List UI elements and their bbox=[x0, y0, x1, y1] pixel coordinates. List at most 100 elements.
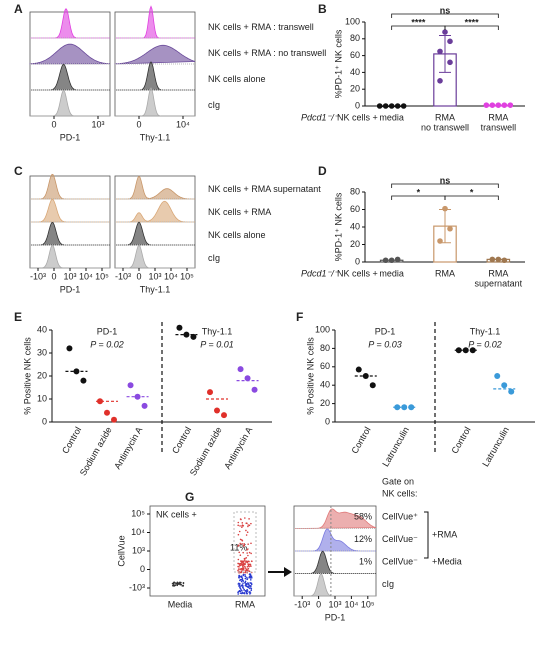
scatter-dot bbox=[246, 561, 249, 564]
histogram-curve bbox=[294, 550, 376, 574]
scatter-dot bbox=[243, 562, 245, 565]
scatter-dot bbox=[249, 574, 252, 576]
row-label: cIg bbox=[382, 579, 394, 589]
data-point bbox=[376, 103, 383, 109]
x-tick-label: 0 bbox=[136, 119, 141, 129]
x-tick-label: RMA bbox=[488, 112, 508, 122]
data-point bbox=[437, 78, 443, 84]
scatter-dot bbox=[250, 542, 252, 545]
group-title: Thy-1.1 bbox=[202, 326, 233, 336]
y-tick-label: 100 bbox=[315, 324, 330, 334]
histogram-curve bbox=[30, 244, 110, 269]
x-tick-label: 10³ bbox=[148, 271, 161, 281]
y-tick-label: 40 bbox=[350, 221, 360, 231]
scatter-dot bbox=[245, 534, 248, 536]
histogram-curve bbox=[30, 173, 110, 200]
scatter-dot bbox=[237, 524, 239, 527]
scatter-dot bbox=[239, 538, 242, 541]
x-tick-label: 10³ bbox=[91, 119, 104, 129]
x-tick-label: Sodium azide bbox=[188, 425, 224, 477]
scatter-dot bbox=[248, 518, 250, 520]
y-tick-label: 60 bbox=[350, 204, 360, 214]
row-label: CellVue⁺ bbox=[382, 512, 418, 522]
x-axis-label: Thy-1.1 bbox=[140, 132, 171, 142]
histogram-curve bbox=[294, 573, 376, 597]
x-tick-label: 10⁴ bbox=[164, 271, 178, 281]
data-point bbox=[221, 412, 227, 419]
data-point bbox=[400, 103, 407, 109]
data-point bbox=[455, 347, 462, 354]
y-tick-label: -10³ bbox=[129, 582, 145, 592]
scatter-dot bbox=[248, 524, 251, 527]
scatter-dot bbox=[174, 582, 176, 584]
gate-heading: Gate on bbox=[382, 476, 414, 486]
scatter-dot bbox=[250, 587, 253, 590]
significance-label: ns bbox=[440, 5, 451, 15]
scatter-dot bbox=[180, 581, 182, 584]
y-tick-label: 10³ bbox=[132, 545, 145, 555]
y-axis-label: % Positive NK cells bbox=[22, 337, 32, 415]
scatter-dot bbox=[239, 586, 241, 589]
x-tick-label: RMA bbox=[435, 112, 455, 122]
x-category-label: Media bbox=[168, 599, 193, 609]
x-tick-label: Latrunculin bbox=[380, 425, 411, 468]
scatter-dot bbox=[238, 530, 241, 533]
scatter-dot bbox=[237, 583, 240, 585]
group-title: PD-1 bbox=[375, 326, 396, 336]
data-point bbox=[237, 366, 244, 373]
x-tick-label: 10⁵ bbox=[361, 599, 375, 609]
percent-label: 1% bbox=[359, 557, 372, 567]
data-point bbox=[80, 377, 87, 384]
histogram-curve bbox=[115, 87, 195, 117]
gate-line bbox=[233, 511, 257, 573]
y-axis-label: %PD-1⁺ NK cells bbox=[333, 192, 343, 261]
panel-label: D bbox=[318, 164, 327, 178]
scatter-dot bbox=[239, 525, 241, 527]
data-point bbox=[66, 345, 73, 352]
data-point bbox=[214, 407, 220, 414]
scatter-dot bbox=[242, 545, 245, 547]
prefix: NK cells + bbox=[337, 268, 378, 278]
y-tick-label: 20 bbox=[350, 239, 360, 249]
significance-bracket bbox=[391, 183, 499, 188]
x-tick-label: 0 bbox=[51, 119, 56, 129]
data-point bbox=[97, 398, 103, 405]
scatter-dot bbox=[246, 531, 249, 534]
x-tick-label: 10³ bbox=[63, 271, 76, 281]
panel-label: F bbox=[296, 310, 303, 324]
scatter-dot bbox=[241, 522, 244, 524]
group-title: PD-1 bbox=[97, 326, 118, 336]
y-axis-label: %PD-1⁺ NK cells bbox=[333, 29, 343, 98]
scatter-dot bbox=[242, 592, 244, 595]
scatter-dot bbox=[244, 581, 247, 584]
data-point bbox=[507, 102, 514, 108]
scatter-dot bbox=[172, 584, 174, 587]
significance-label: ns bbox=[440, 175, 451, 185]
scatter-dot bbox=[246, 576, 248, 579]
histogram-curve bbox=[115, 221, 195, 246]
data-point bbox=[111, 416, 117, 423]
data-point bbox=[382, 103, 389, 109]
data-point bbox=[104, 409, 110, 416]
data-point bbox=[495, 256, 502, 263]
histogram-curve bbox=[30, 8, 110, 39]
scatter-dot bbox=[244, 571, 247, 574]
legend-label: NK cells + RMA : transwell bbox=[208, 22, 314, 32]
scatter-dot bbox=[242, 587, 245, 589]
prefix-italic: Pdcd1⁻/⁻ bbox=[301, 268, 340, 278]
data-point bbox=[183, 331, 190, 338]
scatter-dot bbox=[244, 557, 246, 560]
percent-label: 12% bbox=[354, 534, 372, 544]
scatter-dot bbox=[249, 563, 252, 566]
scatter-dot bbox=[246, 552, 248, 554]
histogram-curve bbox=[29, 43, 111, 65]
data-point bbox=[508, 388, 515, 395]
x-tick-label: 10⁵ bbox=[95, 271, 109, 281]
scatter-dot bbox=[250, 522, 252, 525]
y-tick-label: 10 bbox=[37, 393, 47, 403]
x-tick-label: Control bbox=[60, 425, 83, 455]
scatter-dot bbox=[246, 578, 249, 580]
scatter-dot bbox=[250, 582, 252, 585]
x-tick-label: Latrunculin bbox=[480, 425, 511, 468]
scatter-dot bbox=[237, 533, 240, 536]
